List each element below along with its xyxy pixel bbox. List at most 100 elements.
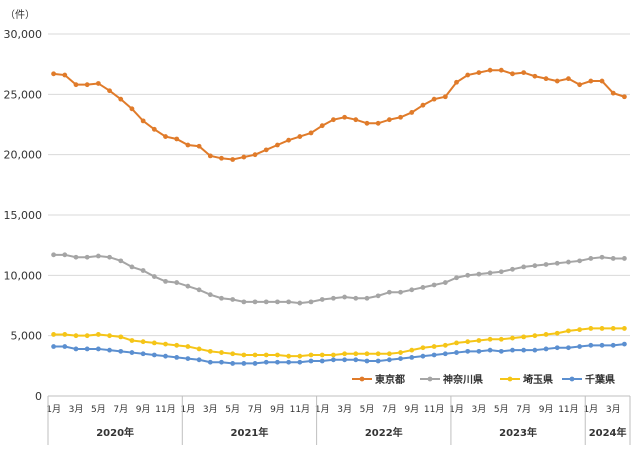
data-point (364, 120, 370, 126)
data-point (521, 347, 527, 353)
data-point (62, 72, 68, 78)
data-point (566, 328, 571, 334)
data-point (196, 346, 202, 352)
data-point (622, 326, 627, 331)
data-point (554, 260, 560, 266)
data-point (308, 352, 314, 358)
data-point (174, 280, 180, 285)
data-point (319, 352, 325, 358)
data-point (140, 339, 146, 345)
data-point (252, 152, 258, 158)
data-point (275, 299, 280, 305)
data-point (599, 78, 605, 84)
data-point (252, 361, 258, 366)
y-tick-label: 15,000 (4, 209, 43, 222)
data-point (95, 332, 101, 337)
data-point (510, 266, 515, 272)
data-point (409, 347, 415, 353)
data-point (498, 348, 504, 354)
data-point (442, 351, 448, 357)
data-point (521, 264, 527, 270)
data-point (465, 339, 471, 345)
x-month-label: 9月 (539, 404, 554, 415)
series-line (53, 327, 625, 358)
data-point (174, 136, 180, 142)
x-month-label: 1月 (315, 404, 330, 415)
data-point (331, 357, 336, 363)
data-point (84, 254, 90, 260)
data-point (442, 342, 448, 348)
data-point (342, 351, 347, 357)
data-point (487, 67, 493, 73)
data-point (207, 292, 213, 298)
data-point (588, 78, 594, 84)
x-month-label: 5月 (494, 404, 509, 415)
data-point (577, 344, 583, 349)
data-point (386, 117, 392, 123)
data-point (386, 289, 392, 295)
y-tick-label: 5,000 (11, 330, 43, 343)
data-point (319, 358, 325, 364)
y-grid (48, 33, 630, 337)
data-point (510, 347, 515, 353)
x-month-label: 9月 (270, 404, 285, 415)
x-month-label: 11月 (155, 404, 175, 415)
data-point (252, 299, 258, 305)
data-point (129, 350, 135, 355)
data-point (230, 361, 236, 366)
data-point (51, 332, 56, 337)
data-point (431, 96, 437, 102)
data-point (420, 285, 426, 290)
data-point (465, 72, 471, 78)
series-line (53, 343, 625, 365)
data-point (476, 271, 482, 277)
x-month-label: 3月 (337, 404, 352, 415)
data-point (84, 82, 90, 88)
data-point (286, 299, 292, 305)
data-point (51, 252, 56, 258)
data-point (342, 114, 347, 120)
legend-label: 埼玉県 (523, 373, 553, 386)
data-point (331, 295, 336, 301)
data-point (532, 263, 538, 269)
data-point (219, 155, 224, 161)
data-point (431, 282, 437, 288)
legend: 東京都 神奈川県 埼玉県 千葉県 (352, 373, 615, 386)
data-point (487, 336, 493, 342)
data-point (62, 332, 68, 337)
data-point (163, 341, 168, 347)
data-point (95, 81, 101, 86)
data-point (577, 258, 583, 264)
data-point (622, 341, 627, 347)
data-point (442, 94, 448, 100)
x-month-label: 1月 (181, 404, 196, 415)
data-point (185, 142, 191, 148)
data-point (241, 352, 247, 358)
data-point (599, 326, 605, 331)
x-month-label: 1月 (583, 404, 598, 415)
data-point (196, 143, 202, 149)
data-point (353, 357, 359, 363)
data-point (275, 142, 280, 148)
data-point (476, 348, 482, 354)
legend-marker (427, 376, 433, 382)
data-point (263, 352, 269, 358)
data-point (107, 254, 112, 260)
data-point (84, 333, 90, 339)
y-unit-label: （件） (5, 9, 35, 21)
x-month-label: 11月 (558, 404, 578, 415)
data-point (532, 333, 538, 339)
data-point (241, 361, 247, 366)
data-point (118, 258, 124, 264)
y-tick-label: 10,000 (4, 269, 43, 282)
data-point (386, 351, 392, 357)
data-point (207, 153, 213, 159)
y-tick-label: 0 (35, 390, 42, 403)
data-point (151, 126, 157, 132)
x-year-label: 2020年 (96, 426, 134, 439)
data-point (230, 157, 236, 162)
data-point (286, 137, 292, 143)
data-point (107, 347, 112, 353)
data-point (297, 134, 303, 139)
data-point (286, 359, 292, 365)
